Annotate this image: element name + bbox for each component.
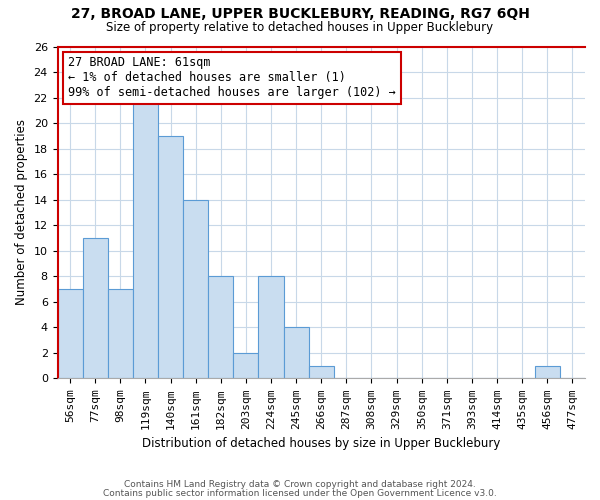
Bar: [183, 200, 208, 378]
Bar: [208, 276, 233, 378]
Text: 27 BROAD LANE: 61sqm
← 1% of detached houses are smaller (1)
99% of semi-detache: 27 BROAD LANE: 61sqm ← 1% of detached ho…: [68, 56, 396, 100]
Bar: [133, 98, 158, 378]
Bar: [158, 136, 183, 378]
Bar: [284, 328, 309, 378]
Bar: [58, 289, 83, 378]
Bar: [259, 276, 284, 378]
Text: Contains public sector information licensed under the Open Government Licence v3: Contains public sector information licen…: [103, 489, 497, 498]
X-axis label: Distribution of detached houses by size in Upper Bucklebury: Distribution of detached houses by size …: [142, 437, 500, 450]
Text: 27, BROAD LANE, UPPER BUCKLEBURY, READING, RG7 6QH: 27, BROAD LANE, UPPER BUCKLEBURY, READIN…: [71, 8, 529, 22]
Bar: [233, 353, 259, 378]
Text: Contains HM Land Registry data © Crown copyright and database right 2024.: Contains HM Land Registry data © Crown c…: [124, 480, 476, 489]
Bar: [309, 366, 334, 378]
Bar: [108, 289, 133, 378]
Bar: [535, 366, 560, 378]
Bar: [83, 238, 108, 378]
Y-axis label: Number of detached properties: Number of detached properties: [15, 120, 28, 306]
Text: Size of property relative to detached houses in Upper Bucklebury: Size of property relative to detached ho…: [106, 21, 494, 34]
